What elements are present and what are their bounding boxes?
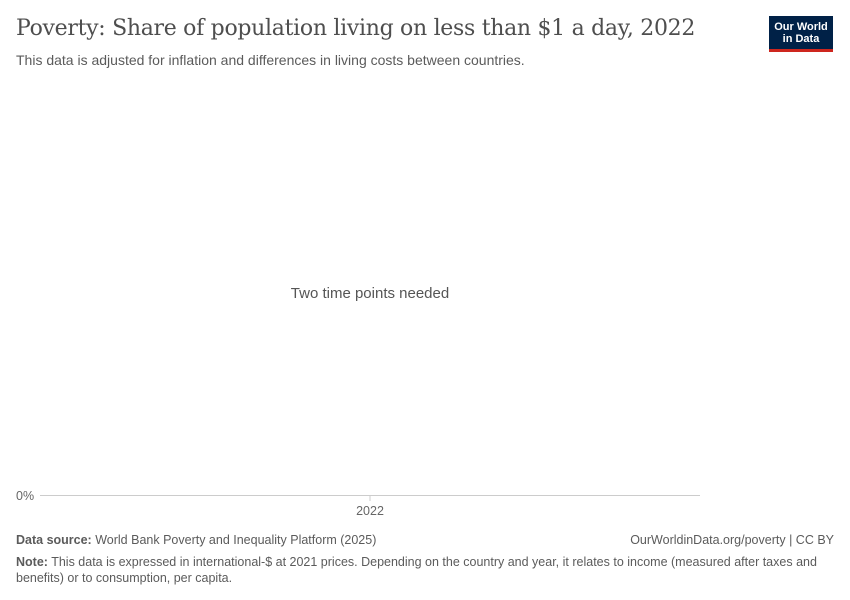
empty-chart-message: Two time points needed <box>291 285 449 302</box>
data-source: Data source: World Bank Poverty and Ineq… <box>16 533 376 547</box>
note: Note: This data is expressed in internat… <box>16 554 826 586</box>
source-label: Data source: <box>16 533 92 547</box>
note-label: Note: <box>16 555 48 569</box>
source-url[interactable]: OurWorldinData.org/poverty | CC BY <box>630 533 834 547</box>
source-text[interactable]: World Bank Poverty and Inequality Platfo… <box>95 533 377 547</box>
chart-title: Poverty: Share of population living on l… <box>16 16 696 41</box>
y-tick-label: 0% <box>16 489 34 503</box>
chart-subtitle: This data is adjusted for inflation and … <box>16 52 525 68</box>
note-text: This data is expressed in international-… <box>16 555 817 585</box>
owid-logo[interactable]: Our World in Data <box>769 16 833 52</box>
x-tick-label: 2022 <box>356 504 384 518</box>
